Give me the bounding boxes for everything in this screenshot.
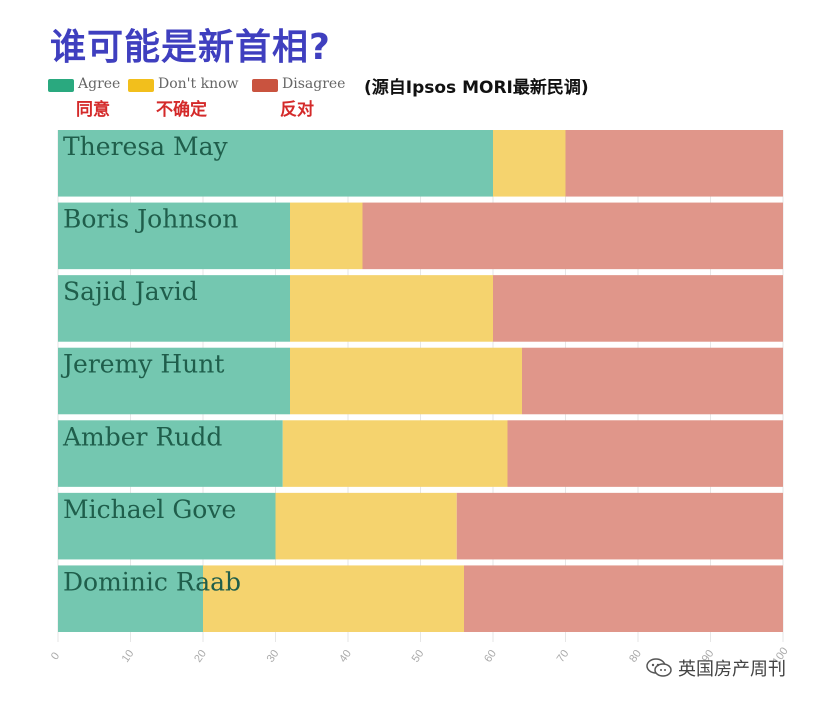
bar-disagree-3 [493,275,783,342]
bar-don-t-know-2 [290,202,363,270]
watermark-text: 英国房产周刊 [678,659,786,680]
x-tick-label: 60 [482,648,499,665]
legend: Agree 同意 Don't know 不确定 Disagree 反对 [48,76,788,120]
source-note: (源自Ipsos MORI最新民调) [364,78,589,98]
legend-cn-disagree: 反对 [280,100,314,120]
category-label: Theresa May [63,132,229,161]
bar-don-t-know-4 [290,347,522,415]
x-tick-label: 40 [337,648,354,665]
x-tick-label: 0 [49,650,62,662]
wechat-icon [646,658,672,677]
legend-swatch-agree [48,79,74,92]
x-tick-label: 80 [627,648,644,665]
category-label: Amber Rudd [62,422,222,451]
bar-disagree-4 [522,347,783,415]
legend-label-disagree: Disagree [282,76,346,92]
legend-label-agree: Agree [78,76,121,92]
x-tick-label: 30 [265,648,282,665]
x-tick-label: 50 [410,648,427,665]
category-label: Sajid Javid [63,277,198,306]
category-label: Jeremy Hunt [60,350,224,379]
bar-don-t-know-1 [493,130,566,197]
bar-agree-6 [58,492,276,560]
bar-disagree-6 [456,492,783,560]
bar-agree-1 [58,130,493,197]
x-tick-label: 70 [555,648,572,665]
legend-cn-agree: 同意 [76,100,110,120]
bar-agree-2 [58,202,290,270]
bar-disagree-7 [464,565,783,632]
legend-swatch-disagree [252,79,278,92]
legend-label-dont-know: Don't know [158,76,239,92]
bar-disagree-5 [507,420,783,487]
bar-don-t-know-7 [203,565,464,632]
category-label: Dominic Raab [63,567,241,596]
bar-agree-5 [58,420,283,487]
bar-don-t-know-3 [290,275,493,342]
watermark: 英国房产周刊 [646,655,786,681]
x-tick-label: 20 [192,648,209,665]
bar-agree-3 [58,275,290,342]
bar-disagree-2 [362,202,783,270]
x-tick-label: 90 [700,648,717,665]
category-label: Boris Johnson [63,205,238,234]
bar-agree-4 [58,347,290,415]
bar-don-t-know-5 [282,420,508,487]
chart-title: 谁可能是新首相? [50,27,331,68]
category-label: Michael Gove [63,495,236,524]
legend-swatch-dont-know [128,79,154,92]
bar-agree-7 [58,565,203,632]
x-tick-label: 10 [120,648,137,665]
bar-disagree-1 [565,130,783,197]
legend-cn-dont-know: 不确定 [156,100,207,120]
bar-don-t-know-6 [275,492,457,560]
